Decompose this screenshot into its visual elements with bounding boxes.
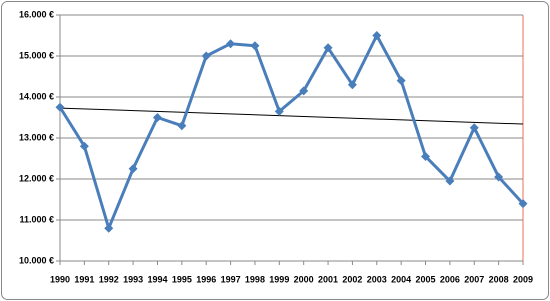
data-point [469, 123, 479, 133]
y-tick-label: 14.000 € [19, 91, 54, 101]
y-tick-label: 16.000 € [19, 9, 54, 19]
data-point [445, 176, 455, 186]
data-point [201, 51, 211, 61]
trend-line [59, 107, 524, 125]
data-point [421, 151, 431, 161]
x-tick-label: 2005 [416, 274, 436, 284]
data-point [372, 31, 382, 40]
data-point [104, 223, 114, 233]
x-tick-label: 1999 [269, 274, 289, 284]
x-tick-label: 1992 [99, 274, 119, 284]
data-point [323, 43, 333, 53]
data-point [299, 86, 309, 96]
y-tick-label: 12.000 € [19, 173, 54, 183]
data-point [152, 113, 162, 122]
x-tick-label: 1995 [172, 274, 192, 284]
x-tick-label: 1994 [147, 274, 167, 284]
data-point [494, 172, 504, 182]
x-tick-label: 2008 [489, 274, 509, 284]
x-tick-label: 1997 [221, 274, 241, 284]
data-point [347, 80, 357, 90]
x-tick-label: 2009 [513, 274, 533, 284]
y-tick-label: 15.000 € [19, 50, 54, 60]
data-point [55, 102, 65, 112]
x-tick-label: 2000 [294, 274, 314, 284]
data-point [396, 76, 406, 86]
data-point [518, 199, 528, 209]
data-point [250, 41, 260, 51]
data-point [79, 141, 89, 151]
series-line [58, 34, 525, 230]
x-tick-label: 1993 [123, 274, 143, 284]
data-point [226, 39, 236, 49]
x-tick-label: 2007 [464, 274, 484, 284]
y-tick-label: 10.000 € [19, 255, 54, 265]
x-tick-label: 1990 [50, 274, 70, 284]
data-point [177, 121, 187, 131]
x-tick-label: 2006 [440, 274, 460, 284]
x-tick-label: 1998 [245, 274, 265, 284]
x-tick-label: 2002 [342, 274, 362, 284]
y-tick-label: 13.000 € [19, 132, 54, 142]
data-point [274, 106, 284, 116]
y-tick-label: 11.000 € [19, 214, 54, 224]
x-tick-label: 2001 [318, 274, 338, 284]
x-tick-label: 1991 [74, 274, 94, 284]
x-tick-label: 2004 [391, 274, 411, 284]
x-tick-label: 1996 [196, 274, 216, 284]
data-point [128, 164, 138, 174]
x-tick-label: 2003 [367, 274, 387, 284]
